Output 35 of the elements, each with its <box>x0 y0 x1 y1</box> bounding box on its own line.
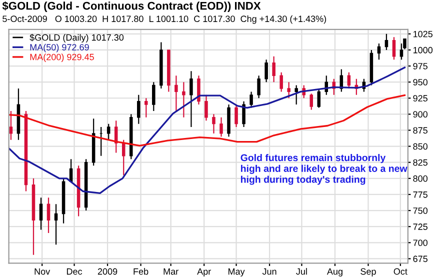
y-tick-label: 775 <box>413 192 428 198</box>
y-tick-label: 900 <box>413 111 428 118</box>
y-tick-label: 825 <box>413 159 428 166</box>
y-tick-label: 725 <box>413 224 428 230</box>
y-tick-label: 800 <box>413 175 428 182</box>
x-tick-label: 2009 <box>98 268 118 275</box>
x-tick-label: Aug <box>326 268 342 276</box>
line-series <box>8 66 406 194</box>
legend-label: MA(200) 929.45 <box>30 54 94 62</box>
y-tick-label: 875 <box>413 127 428 134</box>
y-tick-label: 1025 <box>413 30 432 38</box>
y-tick-label: 975 <box>413 62 428 70</box>
chart-subtitle: 5-Oct-2009 O 1003.20 H 1017.80 L 1001.10 C 1017.30 Chg +14.30 (+1.43%) <box>2 15 326 24</box>
annotation: Gold futures remain stubbornly high and are likely to break to a new high during today's trading <box>240 154 408 185</box>
x-tick-label: May <box>228 268 245 276</box>
x-tick-label: Sep <box>360 268 376 276</box>
x-tick-label: Apr <box>197 268 211 276</box>
y-tick-label: 850 <box>413 143 428 150</box>
chart-title: $GOLD (Gold - Continuous Contract (EOD)) INDX <box>2 1 261 12</box>
y-tick-label: 750 <box>413 208 428 214</box>
x-tick-label: Nov <box>34 268 50 275</box>
y-tick-label: 950 <box>413 79 428 86</box>
legend-label: MA(50) 972.69 <box>30 44 89 52</box>
line-series <box>8 94 406 146</box>
x-tick-label: Feb <box>134 268 148 275</box>
x-tick-label: Jul <box>296 268 307 275</box>
x-tick-label: Jun <box>262 268 276 275</box>
x-tick-label: Oct <box>394 268 408 275</box>
y-tick-label: 675 <box>413 256 428 262</box>
y-tick-label: 925 <box>413 95 428 102</box>
x-tick-label: Mar <box>164 268 178 275</box>
y-tick-label: 700 <box>413 240 428 246</box>
y-tick-label: 1000 <box>413 46 433 54</box>
legend-label: $GOLD (Daily) 1017.30 <box>30 34 124 42</box>
x-tick-label: Dec <box>66 268 82 275</box>
